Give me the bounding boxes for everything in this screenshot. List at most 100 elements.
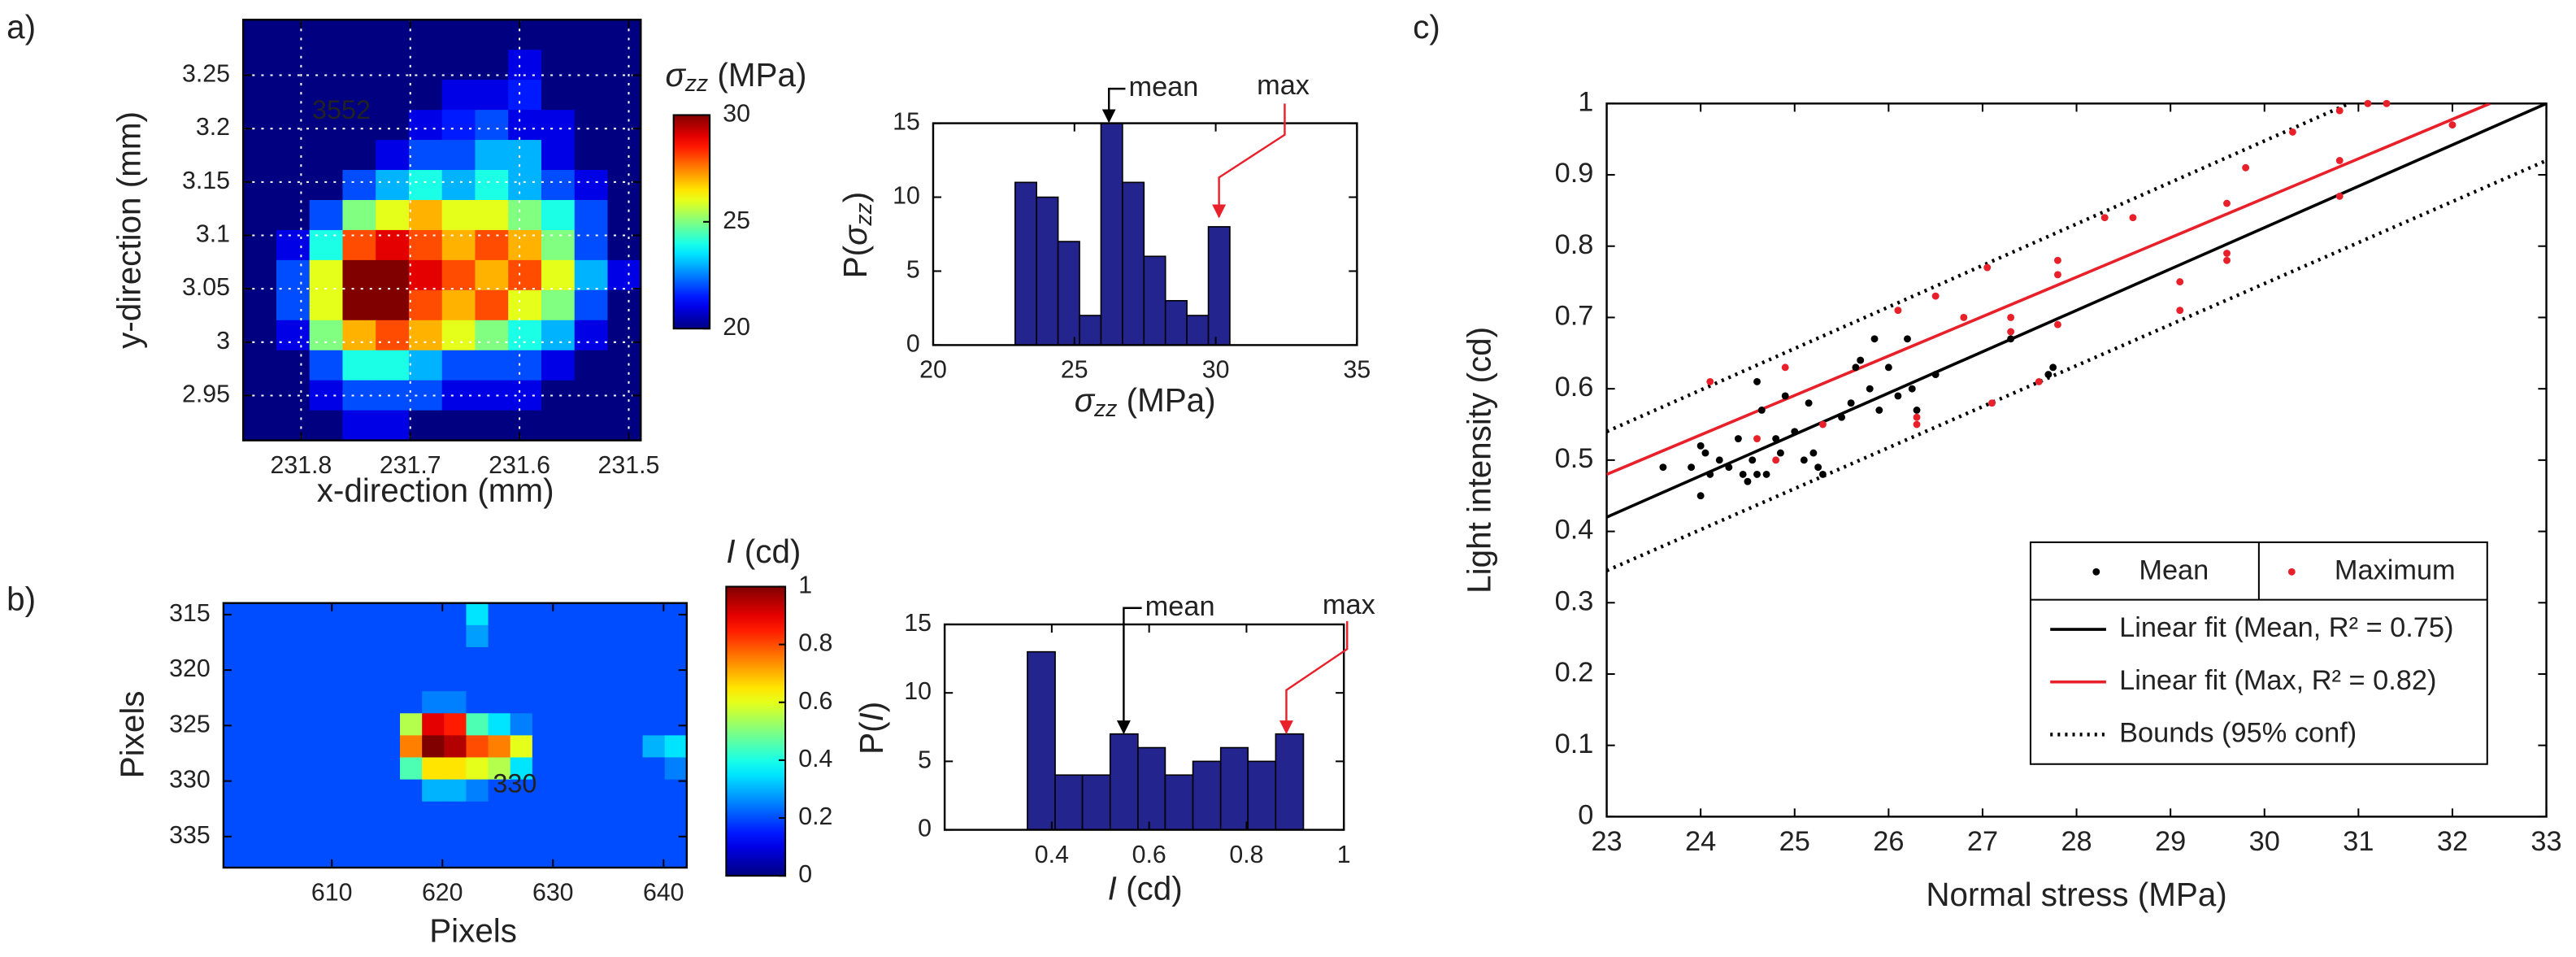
y-tick-label: 320 xyxy=(169,655,211,682)
scatter-point xyxy=(2223,250,2231,257)
fit-line xyxy=(1606,103,2547,519)
heatmap-cell xyxy=(408,350,443,381)
heatmap-cell xyxy=(441,80,476,111)
y-tick-label: 0.1 xyxy=(1555,729,1594,759)
heatmap-cell xyxy=(441,289,476,321)
heatmap-cell xyxy=(223,823,246,846)
scatter-point xyxy=(2335,192,2344,200)
scatter-point xyxy=(2223,199,2231,207)
heatmap-cell xyxy=(532,779,555,803)
heatmap-cell xyxy=(598,757,622,781)
heatmap-cell xyxy=(289,757,313,781)
heatmap-cell xyxy=(554,779,577,803)
heatmap-cell xyxy=(620,757,644,781)
heatmap-cell xyxy=(576,624,600,648)
heatmap-cell xyxy=(376,229,410,261)
heatmap-cell xyxy=(574,170,609,201)
y-tick-label: 3.15 xyxy=(182,167,230,194)
colorbar-tick-label: 0.6 xyxy=(798,688,832,715)
legend-marker xyxy=(2092,568,2100,576)
heatmap-cell xyxy=(400,779,423,803)
x-tick-label: 0.8 xyxy=(1229,842,1263,868)
heatmap-cell xyxy=(245,757,269,781)
heatmap-cell xyxy=(267,845,291,868)
heatmap-cell xyxy=(400,757,423,781)
heatmap-cell xyxy=(422,845,445,868)
y-tick-label: 0 xyxy=(1578,799,1593,830)
x-tick-label: 231.8 xyxy=(270,452,332,479)
label-part: zz xyxy=(684,71,708,97)
heatmap-cell xyxy=(554,845,577,868)
histogram-bar xyxy=(1164,774,1194,831)
x-tick-label: 35 xyxy=(1344,357,1371,384)
heatmap-cell xyxy=(554,713,577,737)
scatter-point xyxy=(1696,492,1705,500)
plot-frame xyxy=(241,19,642,442)
plot-frame xyxy=(943,623,1345,831)
heatmap-cell xyxy=(276,380,311,411)
heatmap-cell xyxy=(554,735,577,759)
heatmap-cell xyxy=(267,669,291,692)
scatter-point xyxy=(1908,385,1916,393)
heatmap-cell xyxy=(532,735,555,759)
heatmap-cell xyxy=(408,199,443,231)
legend-label: Bounds (95% conf) xyxy=(2119,717,2357,748)
panel-label: b) xyxy=(7,580,36,617)
heatmap-cell xyxy=(488,691,511,715)
scatter-point xyxy=(1748,456,1757,464)
heatmap-cell xyxy=(311,669,335,692)
heatmap-cell xyxy=(642,757,666,781)
heatmap-cell xyxy=(408,140,443,171)
heatmap-cell xyxy=(466,602,489,626)
scatter-point xyxy=(1809,449,1818,457)
heatmap-cell xyxy=(554,646,577,670)
heatmap-cell xyxy=(620,779,644,803)
y-tick-label: 3.05 xyxy=(182,274,230,301)
scatter-point xyxy=(1931,371,1940,379)
scatter-point xyxy=(1818,420,1827,428)
heatmap-cell xyxy=(342,80,377,111)
histogram-bar xyxy=(1081,774,1111,831)
heatmap-cell xyxy=(664,691,688,715)
plot-frame xyxy=(932,122,1358,346)
x-tick-label: 32 xyxy=(2437,826,2468,857)
heatmap-cell xyxy=(466,845,489,868)
x-tick-label: 231.7 xyxy=(380,452,441,479)
heatmap-cell xyxy=(488,845,511,868)
heatmap-cell xyxy=(243,320,277,351)
heatmap-cell xyxy=(510,691,533,715)
heatmap-cell xyxy=(475,259,510,291)
heatmap-cell xyxy=(377,779,401,803)
heatmap-cell xyxy=(289,624,313,648)
heatmap-cell xyxy=(642,691,666,715)
label-part: (MPa) xyxy=(708,56,806,94)
heatmap-cell xyxy=(441,140,476,171)
heatmap-cell xyxy=(408,320,443,351)
heatmap-cell xyxy=(444,757,467,781)
heatmap-cell xyxy=(408,110,443,141)
scatter-point xyxy=(2335,107,2344,115)
label-part: σ xyxy=(666,56,687,94)
heatmap-cell xyxy=(243,170,277,201)
heatmap-cell xyxy=(311,801,335,824)
heatmap-cell xyxy=(642,713,666,737)
histogram-bar xyxy=(1014,181,1038,346)
scatter-point xyxy=(2049,363,2057,372)
heatmap-cell xyxy=(377,624,401,648)
heatmap-cell xyxy=(243,289,277,321)
heatmap-cell xyxy=(532,691,555,715)
heatmap-cell xyxy=(422,602,445,626)
heatmap-cell xyxy=(642,779,666,803)
scatter-point xyxy=(2007,314,2015,321)
heatmap-cell xyxy=(488,646,511,670)
scatter-point xyxy=(2053,271,2061,279)
scatter-point xyxy=(1744,477,1752,485)
x-axis-label: x-direction (mm) xyxy=(317,472,554,509)
scatter-point xyxy=(1715,456,1723,464)
x-tick-label: 20 xyxy=(919,357,947,384)
scatter-point xyxy=(1866,385,1874,393)
heatmap-cell xyxy=(607,410,642,442)
heatmap-cell xyxy=(309,350,344,381)
heatmap-cell xyxy=(245,713,269,737)
heatmap-cell xyxy=(532,713,555,737)
